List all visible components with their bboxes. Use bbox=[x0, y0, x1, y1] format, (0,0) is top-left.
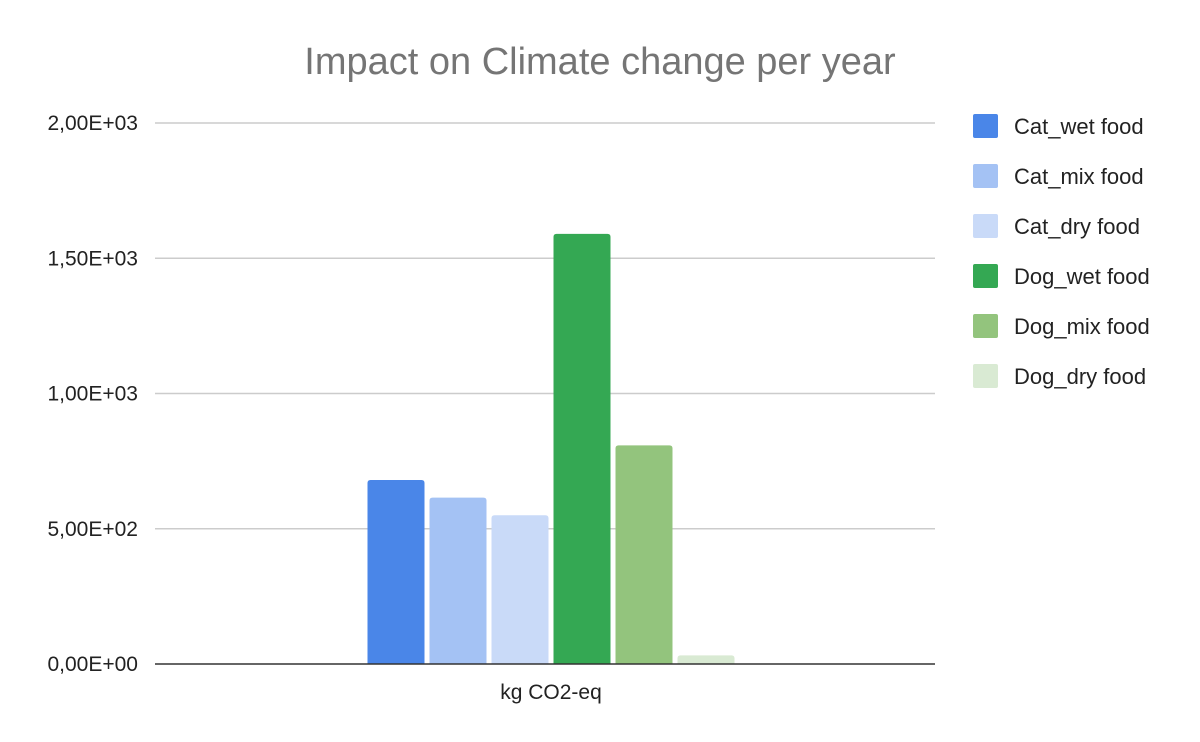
chart-title: Impact on Climate change per year bbox=[304, 41, 896, 83]
legend-label: Cat_dry food bbox=[1014, 214, 1140, 239]
legend-label: Cat_wet food bbox=[1014, 114, 1144, 139]
legend-swatch bbox=[973, 364, 998, 388]
x-axis-categories: kg CO2-eq bbox=[500, 681, 602, 704]
y-tick-label: 1,50E+03 bbox=[47, 247, 138, 270]
y-tick-label: 2,00E+03 bbox=[47, 112, 138, 135]
y-tick-label: 0,00E+00 bbox=[47, 653, 138, 676]
y-tick-label: 5,00E+02 bbox=[47, 518, 138, 541]
x-category-label: kg CO2-eq bbox=[500, 681, 602, 704]
bar-dog-dry-food bbox=[677, 655, 735, 664]
bars bbox=[367, 233, 735, 664]
y-tick-label: 1,00E+03 bbox=[47, 383, 138, 406]
legend: Cat_wet food Cat_mix food Cat_dry food Dog_… bbox=[973, 114, 1150, 389]
legend-swatch bbox=[973, 214, 998, 238]
legend-label: Dog_dry food bbox=[1014, 364, 1146, 389]
bar-cat-wet-food bbox=[367, 480, 425, 664]
legend-swatch bbox=[973, 114, 998, 138]
legend-label: Cat_mix food bbox=[1014, 164, 1144, 189]
gridlines bbox=[155, 122, 935, 530]
legend-swatch bbox=[973, 314, 998, 338]
bar-dog-mix-food bbox=[615, 445, 673, 664]
bar-cat-dry-food bbox=[491, 515, 549, 664]
legend-label: Dog_mix food bbox=[1014, 314, 1150, 339]
legend-swatch bbox=[973, 164, 998, 188]
bar-cat-mix-food bbox=[429, 497, 487, 664]
y-axis-ticks: 0,00E+00 5,00E+02 1,00E+03 1,50E+03 2,00E+03 bbox=[47, 112, 138, 676]
bar-dog-wet-food bbox=[553, 233, 611, 664]
legend-label: Dog_wet food bbox=[1014, 264, 1150, 289]
legend-swatch bbox=[973, 264, 998, 288]
